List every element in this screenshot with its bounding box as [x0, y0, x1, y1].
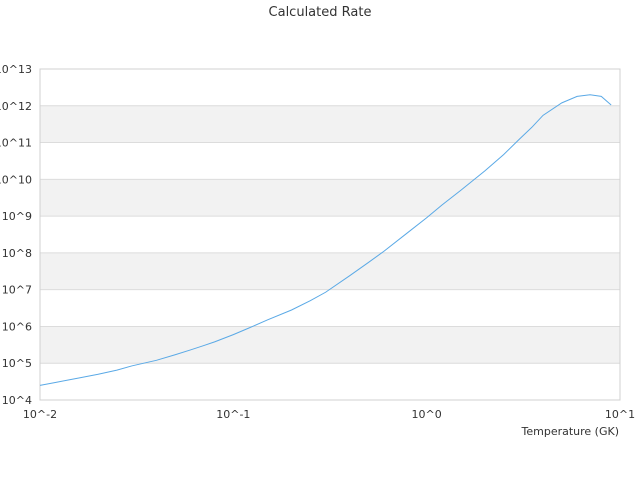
y-tick-label: 10^5 — [2, 357, 32, 370]
y-tick-label: 10^10 — [0, 173, 32, 186]
y-tick-label: 10^4 — [2, 394, 32, 407]
y-tick-label: 10^8 — [2, 247, 32, 260]
y-axis-ticks: 10^4 10^5 10^6 10^7 10^8 10^9 10^10 10^11 10^12 1… — [0, 63, 32, 407]
chart-title: Calculated Rate — [269, 5, 372, 20]
x-tick-label: 10^-1 — [216, 408, 250, 421]
x-tick-label: 10^-2 — [23, 408, 57, 421]
plot-frame — [39, 68, 621, 401]
y-tick-label: 10^13 — [0, 63, 32, 76]
y-tick-label: 10^11 — [0, 137, 32, 150]
x-tick-label: 10^0 — [412, 408, 442, 421]
x-axis-label: Temperature (GK) — [521, 425, 620, 438]
grid-bands — [40, 105, 620, 364]
x-tick-label: 10^1 — [605, 408, 635, 421]
y-tick-label: 10^12 — [0, 100, 32, 113]
y-tick-label: 10^9 — [2, 210, 32, 223]
y-tick-label: 10^7 — [2, 284, 32, 297]
x-axis-ticks: 10^-2 10^-1 10^0 10^1 — [23, 408, 635, 421]
y-tick-label: 10^6 — [2, 320, 32, 333]
series-line — [39, 94, 612, 386]
grid-band — [40, 326, 620, 364]
grid-band — [40, 252, 620, 290]
grid-band — [40, 179, 620, 217]
grid-band — [40, 105, 620, 143]
